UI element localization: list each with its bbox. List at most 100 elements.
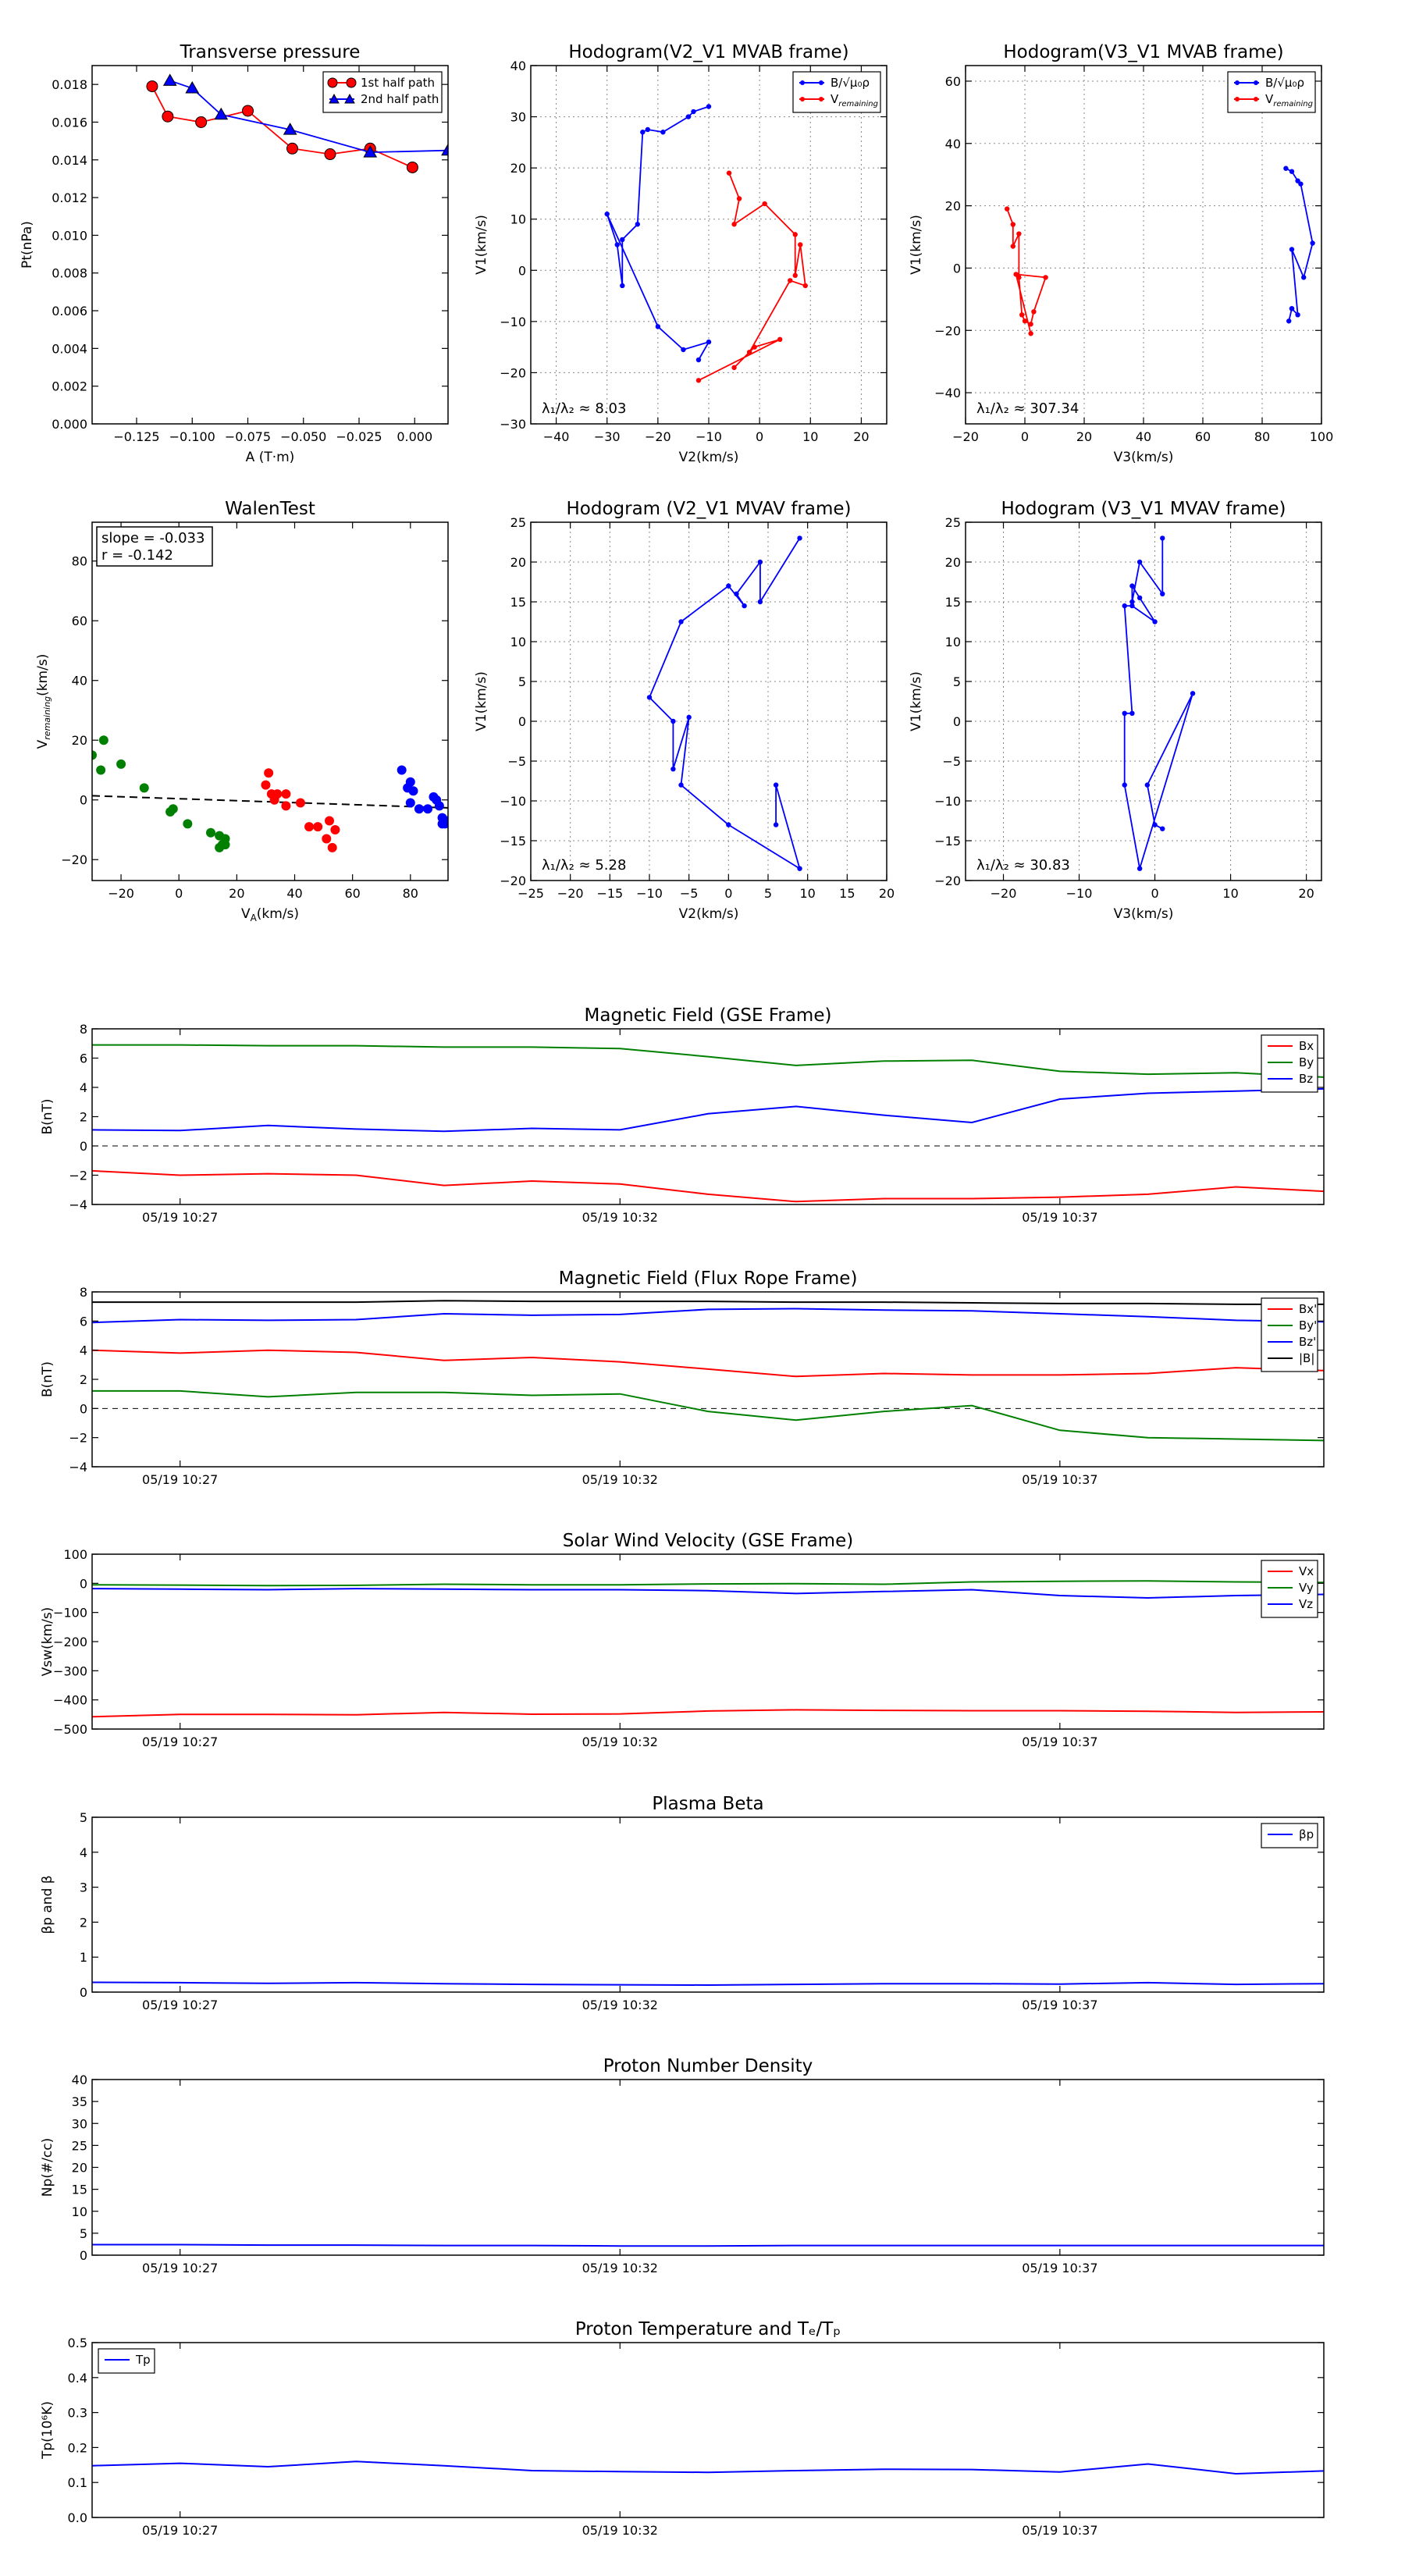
data-point xyxy=(734,591,739,596)
chart-title: Magnetic Field (Flux Rope Frame) xyxy=(559,1268,858,1289)
legend-marker xyxy=(1254,97,1258,101)
plot-area xyxy=(966,522,1321,881)
data-point xyxy=(678,619,684,624)
y-tick-label: −400 xyxy=(53,1693,87,1708)
legend-label-main: V xyxy=(831,92,839,106)
legend-label-main: B/√μ₀ρ xyxy=(831,76,870,90)
y-tick-label: 0.010 xyxy=(52,228,87,243)
y-tick-label: 25 xyxy=(945,515,961,530)
y-tick-label: 4 xyxy=(80,1845,87,1860)
x-tick-label: 20 xyxy=(879,886,895,901)
legend-label: Vx xyxy=(1299,1564,1314,1578)
x-tick-label: 05/19 10:37 xyxy=(1022,1998,1097,2012)
data-point xyxy=(185,80,200,94)
plot-area xyxy=(92,2243,1324,2247)
legend-label: Bx' xyxy=(1299,1302,1317,1316)
y-tick-label: −10 xyxy=(500,794,526,809)
data-point xyxy=(1016,231,1022,237)
data-point xyxy=(281,789,291,799)
data-point xyxy=(1028,322,1033,327)
chart-hodo1: Hodogram(V2_V1 MVAB frame) −40 −30 −20 −10 0 1… xyxy=(474,42,887,465)
fit-line xyxy=(92,795,448,809)
y-axis-label: B(nT) xyxy=(40,1361,55,1397)
data-point xyxy=(183,819,193,829)
data-point xyxy=(1160,591,1165,596)
x-axis-label: V3(km/s) xyxy=(1114,906,1174,922)
legend-label: 1st half path xyxy=(361,76,435,90)
y-tick-label: −5 xyxy=(507,754,526,769)
x-tick-label: 0 xyxy=(756,429,763,444)
series-line-Bx xyxy=(92,1169,1324,1203)
x-tick-label: −40 xyxy=(543,429,570,444)
x-tick-label: −20 xyxy=(108,886,134,901)
y-tick-label: 0 xyxy=(80,1139,87,1154)
y-axis-label: Np(#/cc) xyxy=(40,2138,55,2197)
data-point xyxy=(1129,603,1135,609)
legend-label: B/√μ₀ρ xyxy=(1265,76,1304,90)
y-tick-label: 1 xyxy=(80,1950,87,1965)
axes-frame xyxy=(91,65,449,425)
plot-area xyxy=(92,1300,1324,1442)
data-point xyxy=(797,866,802,871)
data-point xyxy=(1013,272,1019,277)
y-tick-label: 0.1 xyxy=(68,2475,87,2490)
data-point xyxy=(215,842,225,852)
chart-title: Hodogram (V3_V1 MVAV frame) xyxy=(1001,499,1286,519)
x-tick-label: 10 xyxy=(1222,886,1238,901)
chart-title: WalenTest xyxy=(225,499,315,519)
chart-ts_np: Proton Number Density 05/19 10:27 05/19 10… xyxy=(40,2056,1325,2275)
x-tick-label: 40 xyxy=(286,886,302,901)
plot-area xyxy=(531,66,887,424)
y-tick-label: 0.3 xyxy=(68,2406,87,2421)
x-tick-label: 60 xyxy=(344,886,360,901)
x-tick-label: 80 xyxy=(1254,429,1270,444)
data-point xyxy=(620,237,625,243)
x-tick-label: 05/19 10:27 xyxy=(142,2523,218,2538)
plot-area xyxy=(92,1580,1324,1718)
x-tick-label: 0.000 xyxy=(397,429,432,444)
chart-title: Magnetic Field (GSE Frame) xyxy=(585,1005,832,1026)
data-point xyxy=(1289,247,1295,252)
x-axis-label-sub: A xyxy=(251,913,258,923)
x-tick-label: −0.125 xyxy=(113,429,159,444)
axes-frame xyxy=(91,2079,1325,2256)
data-point xyxy=(1160,826,1165,831)
x-tick-label: −10 xyxy=(1066,886,1093,901)
x-tick-label: −30 xyxy=(594,429,621,444)
y-tick-label: 0.5 xyxy=(68,2336,87,2350)
data-point xyxy=(736,196,742,201)
data-point xyxy=(1136,559,1143,565)
legend-marker xyxy=(344,93,355,104)
y-tick-label: 0.004 xyxy=(52,341,87,356)
y-tick-label: 2 xyxy=(80,1915,87,1930)
y-tick-label: −2 xyxy=(69,1431,87,1446)
legend: B/√μ₀ρ Vremaining xyxy=(1227,71,1316,113)
chart-title: Hodogram (V2_V1 MVAV frame) xyxy=(566,499,851,519)
series-line-By' xyxy=(92,1389,1324,1442)
legend-label: |B| xyxy=(1299,1351,1314,1365)
chart-ts_tp: Proton Temperature and Tₑ/Tₚ 05/19 10:27 0… xyxy=(40,2319,1325,2538)
data-point xyxy=(165,807,176,817)
x-tick-label: −0.025 xyxy=(336,429,382,444)
data-point xyxy=(397,765,407,775)
data-point xyxy=(295,798,305,808)
y-axis-label: V1(km/s) xyxy=(474,215,489,275)
y-tick-label: 60 xyxy=(72,614,87,628)
legend-label: Vremaining xyxy=(1265,92,1313,109)
y-axis-label-sub: remaining xyxy=(42,696,52,740)
y-tick-label: 0 xyxy=(80,1985,87,2000)
legend-label: By' xyxy=(1299,1318,1317,1332)
legend-marker xyxy=(800,80,805,85)
data-point xyxy=(408,786,418,796)
data-point xyxy=(1144,782,1151,788)
axes-frame xyxy=(91,2342,1325,2518)
data-point xyxy=(726,170,732,176)
x-tick-label: 60 xyxy=(1195,429,1211,444)
data-point xyxy=(405,798,415,808)
data-point xyxy=(695,378,702,383)
legend: 1st half path 2nd half path xyxy=(322,71,443,113)
legend-label: By xyxy=(1299,1055,1314,1069)
data-point xyxy=(742,603,747,609)
data-point xyxy=(1129,710,1135,716)
